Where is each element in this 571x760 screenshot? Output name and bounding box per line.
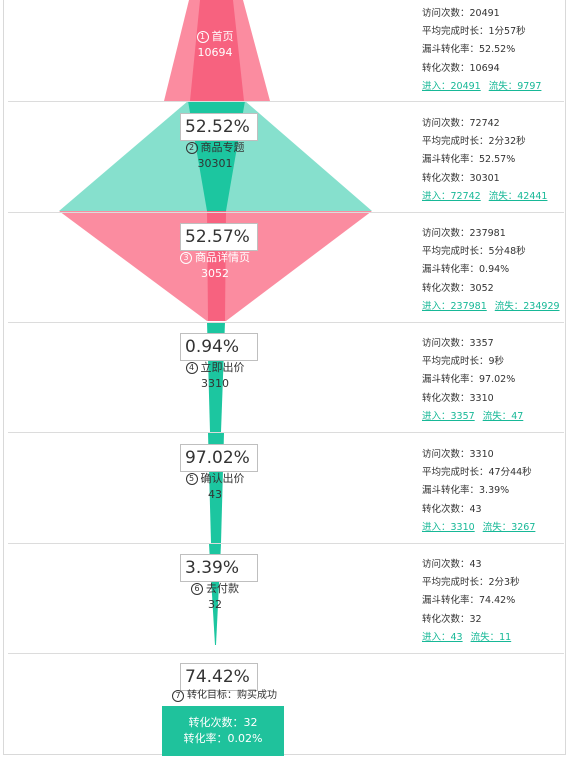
step-1-info: 访问次数：20491 平均完成时长：1分57秒 漏斗转化率：52.52% 转化次… (422, 5, 567, 96)
step-number: 1 (196, 31, 209, 43)
step-2-count: 30301 (197, 157, 233, 170)
visits-text: 访问次数：3310 (422, 449, 494, 460)
conversions-text: 转化次数：3310 (422, 392, 494, 404)
enter-link[interactable]: 进入：20491 (422, 80, 481, 92)
avg-time-text: 平均完成时长：2分3秒 (422, 577, 520, 589)
churn-link[interactable]: 流失：47 (482, 410, 524, 422)
step-1-label: 1 首页 (140, 30, 290, 44)
step-3-info: 访问次数：237981 平均完成时长：5分48秒 漏斗转化率：0.94% 转化次… (422, 225, 567, 316)
funnel-rate-text: 漏斗转化率：3.39% (422, 485, 510, 497)
avg-time-text: 平均完成时长：5分48秒 (422, 246, 526, 258)
step-6-count: 32 (208, 598, 222, 611)
enter-link[interactable]: 进入：3357 (422, 410, 475, 422)
target-text: 转化目标：购买成功 (187, 690, 277, 701)
churn-link[interactable]: 流失：11 (470, 631, 512, 643)
conversions-text: 转化次数：32 (422, 613, 482, 625)
conversions-text: 转化次数：3052 (422, 282, 494, 294)
summary-conversions: 转化次数：32 (188, 716, 258, 729)
avg-time-text: 平均完成时长：9秒 (422, 356, 505, 368)
step-1-inner-shape (190, 0, 244, 101)
row-divider (8, 212, 564, 213)
churn-link[interactable]: 流失：234929 (494, 300, 560, 312)
step-6-label: 6 去付款 (140, 582, 290, 596)
step-name: 商品专题 (200, 141, 245, 154)
churn-link[interactable]: 流失：42441 (488, 190, 548, 202)
avg-time-text: 平均完成时长：47分44秒 (422, 467, 532, 479)
conversion-summary: 转化次数：32 转化率：0.02% (162, 706, 284, 756)
step-5-count: 43 (208, 488, 222, 501)
enter-link[interactable]: 进入：43 (422, 631, 463, 643)
step-3-count: 3052 (201, 267, 229, 280)
step-1-count: 10694 (197, 46, 233, 59)
step-name: 去付款 (206, 582, 239, 595)
step-4-rate: 0.94% (180, 333, 258, 361)
step-number: 7 (172, 690, 184, 702)
row-divider (8, 322, 564, 323)
step-2-rate: 52.52% (180, 113, 258, 141)
row-divider (8, 653, 564, 654)
conversions-text: 转化次数：43 (422, 503, 482, 515)
enter-link[interactable]: 进入：72742 (422, 190, 481, 202)
step-name: 首页 (211, 30, 234, 43)
step-number: 3 (180, 252, 192, 264)
conversion-target-label: 7 转化目标：购买成功 (172, 690, 312, 702)
step-5-info: 访问次数：3310 平均完成时长：47分44秒 漏斗转化率：3.39% 转化次数… (422, 446, 567, 537)
conversions-text: 转化次数：10694 (422, 62, 500, 74)
step-2-info: 访问次数：72742 平均完成时长：2分32秒 漏斗转化率：52.57% 转化次… (422, 115, 567, 206)
step-3-label: 3 商品详情页 (140, 251, 290, 265)
funnel-rate-text: 漏斗转化率：0.94% (422, 264, 510, 276)
row-divider (8, 101, 564, 102)
step-2-label: 2 商品专题 (140, 141, 290, 155)
enter-link[interactable]: 进入：237981 (422, 300, 487, 312)
step-5-rate: 97.02% (180, 444, 258, 472)
step-name: 商品详情页 (195, 251, 250, 264)
step-name: 确认出价 (200, 472, 245, 485)
step-4-count: 3310 (201, 377, 229, 390)
step-number: 5 (185, 473, 198, 485)
visits-text: 访问次数：3357 (422, 338, 494, 349)
churn-link[interactable]: 流失：9797 (488, 80, 542, 92)
step-4-label: 4 立即出价 (140, 361, 290, 375)
churn-link[interactable]: 流失：3267 (482, 521, 536, 533)
funnel-rate-text: 漏斗转化率：52.57% (422, 154, 516, 166)
visits-text: 访问次数：72742 (422, 118, 500, 129)
avg-time-text: 平均完成时长：1分57秒 (422, 26, 526, 38)
funnel-rate-text: 漏斗转化率：52.52% (422, 44, 516, 56)
summary-conversion-rate: 转化率：0.02% (183, 732, 263, 745)
step-4-info: 访问次数：3357 平均完成时长：9秒 漏斗转化率：97.02% 转化次数：33… (422, 335, 567, 426)
step-5-label: 5 确认出价 (140, 472, 290, 486)
conversions-text: 转化次数：30301 (422, 172, 500, 184)
visits-text: 访问次数：43 (422, 559, 482, 570)
step-number: 4 (185, 362, 198, 374)
avg-time-text: 平均完成时长：2分32秒 (422, 136, 526, 148)
enter-link[interactable]: 进入：3310 (422, 521, 475, 533)
row-divider (8, 432, 564, 433)
final-rate: 74.42% (180, 663, 258, 691)
step-number: 2 (185, 142, 198, 154)
visits-text: 访问次数：20491 (422, 8, 500, 19)
step-name: 立即出价 (200, 361, 245, 374)
visits-text: 访问次数：237981 (422, 228, 506, 239)
step-3-rate: 52.57% (180, 223, 258, 251)
step-6-rate: 3.39% (180, 554, 258, 582)
step-6-info: 访问次数：43 平均完成时长：2分3秒 漏斗转化率：74.42% 转化次数：32… (422, 556, 567, 647)
row-divider (8, 543, 564, 544)
funnel-panel (3, 0, 566, 755)
funnel-rate-text: 漏斗转化率：74.42% (422, 595, 516, 607)
funnel-rate-text: 漏斗转化率：97.02% (422, 374, 516, 386)
step-number: 6 (191, 583, 203, 595)
